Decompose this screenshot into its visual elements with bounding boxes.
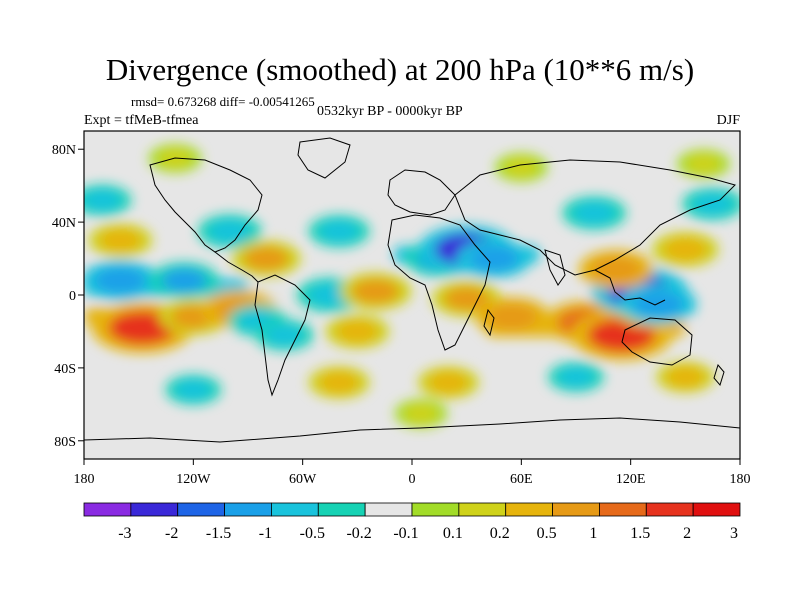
season-label: DJF	[716, 113, 740, 128]
field-blob-19	[632, 290, 684, 318]
colorbar-swatch-12	[645, 502, 694, 517]
lon-tick-label: 120W	[176, 472, 211, 487]
experiment-label: Expt = tfMeB-tfmea	[84, 113, 199, 128]
colorbar-swatch-11	[599, 502, 647, 517]
figure-title: Divergence (smoothed) at 200 hPa (10**6 …	[105, 52, 695, 87]
colorbar-label: -2	[165, 525, 178, 542]
field-blob-9	[351, 278, 400, 304]
lon-tick-label: 120E	[616, 472, 646, 487]
field-blob-6	[265, 324, 304, 346]
colorbar-label: -1.5	[206, 525, 231, 542]
lat-tick-label: 40N	[52, 216, 76, 231]
lon-tick-label: 180	[730, 472, 751, 487]
field-blob-13	[443, 286, 490, 311]
field-blob-30	[174, 379, 212, 400]
field-blob-33	[665, 366, 705, 388]
coastline-southeast-asia	[594, 269, 666, 306]
colorbar-label: -0.1	[393, 525, 418, 542]
field-blob-21	[663, 237, 708, 262]
colorbar-swatch-1	[130, 502, 179, 517]
field-blob-8	[336, 320, 379, 343]
colorbar-swatch-3	[224, 502, 272, 517]
lat-tick-label: 80S	[54, 435, 76, 450]
colorbar-label: 2	[683, 525, 691, 542]
coastline-europe	[387, 169, 456, 216]
lat-tick-label: 80N	[52, 143, 76, 158]
lon-tick-label: 180	[74, 472, 95, 487]
field-blob-20	[591, 256, 641, 283]
latitude-axis: 80N 40N 0 40S 80S	[52, 143, 84, 450]
field-blob-31	[428, 371, 469, 394]
colorbar-label: -0.5	[300, 525, 325, 542]
field-blob-25	[243, 246, 290, 271]
field-blob-34	[403, 403, 439, 424]
field-blob-27	[573, 201, 616, 225]
colorbar: -3 -2 -1.5 -1 -0.5 -0.2 -0.1 0.1 0.2 0.5 1 1.5 2 3	[83, 502, 741, 542]
colorbar-label: 3	[730, 525, 738, 542]
colorbar-swatch-0	[83, 502, 132, 517]
field-blob-2	[94, 267, 147, 294]
coastline-australia	[621, 317, 693, 366]
coastline-new-zealand	[713, 363, 725, 387]
field-blob-3	[161, 268, 208, 293]
colorbar-label: -1	[259, 525, 272, 542]
field-blob-28	[692, 193, 733, 215]
coastlines	[84, 137, 740, 443]
field-blob-29	[318, 371, 360, 394]
coastline-central-america	[214, 251, 259, 283]
lon-tick-label: 60E	[510, 472, 533, 487]
colorbar-swatch-6	[364, 502, 413, 517]
field-blob-32	[557, 367, 595, 387]
field-blob-37	[685, 154, 722, 174]
field-blob-36	[503, 157, 539, 178]
colorbar-label: 0.5	[537, 525, 557, 542]
coastline-madagascar	[483, 308, 495, 337]
colorbar-label: 0.1	[443, 525, 463, 542]
coastline-greenland	[297, 137, 351, 179]
colorbar-swatch-2	[177, 502, 225, 517]
colorbar-swatch-7	[411, 502, 460, 517]
lat-tick-label: 40S	[54, 362, 76, 377]
colorbar-label: 1.5	[630, 525, 650, 542]
coastline-north-america	[149, 157, 263, 253]
field-blob-12	[469, 245, 519, 272]
colorbar-swatch-8	[458, 502, 507, 517]
period-label: 0532kyr BP - 0000kyr BP	[317, 104, 463, 119]
longitude-axis: 180 120W 60W 0 60E 120E 180	[74, 459, 751, 487]
colorbar-label: -3	[118, 525, 131, 542]
stats-label: rmsd= 0.673268 diff= -0.00541265	[131, 94, 315, 109]
colorbar-swatch-4	[271, 502, 319, 517]
field-blob-22	[99, 229, 142, 252]
lat-tick-label: 0	[69, 289, 76, 304]
colorbar-swatch-10	[552, 502, 600, 517]
coastline-antarctica	[84, 417, 740, 443]
field-blob-26	[318, 220, 360, 243]
coastline-india	[544, 249, 566, 286]
field-blob-23	[84, 189, 122, 211]
field-blob-16	[587, 318, 656, 352]
coastline-asia	[454, 159, 736, 276]
lon-tick-label: 60W	[289, 472, 317, 487]
lon-tick-label: 0	[409, 472, 416, 487]
colorbar-label: -0.2	[346, 525, 371, 542]
coastline-south-america	[254, 274, 311, 397]
field-blob-24	[208, 220, 251, 243]
field-blob-14	[487, 304, 538, 330]
colorbar-swatch-9	[505, 502, 553, 517]
coastline-africa	[387, 214, 491, 351]
colorbar-label: 0.2	[490, 525, 510, 542]
colorbar-label: 1	[589, 525, 597, 542]
colorbar-swatch-13	[692, 502, 741, 517]
colorbar-swatch-5	[317, 502, 366, 517]
